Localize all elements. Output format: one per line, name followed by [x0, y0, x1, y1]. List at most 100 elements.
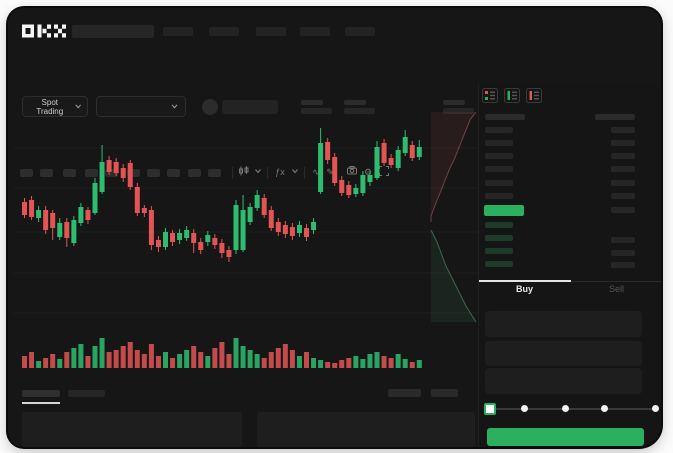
orderbook-view-combined-icon[interactable]	[482, 88, 498, 103]
volume-bar	[92, 346, 98, 368]
bottom-action-button[interactable]	[388, 389, 421, 397]
nav-item-placeholder[interactable]	[300, 27, 330, 36]
nav-item-placeholder[interactable]	[209, 27, 239, 36]
depth-asks-line	[430, 111, 477, 222]
nav-item-placeholder[interactable]	[163, 27, 193, 36]
slider-stop-dot[interactable]	[520, 405, 528, 412]
order-price-input[interactable]	[485, 311, 642, 337]
timeframe-button-placeholder[interactable]	[85, 169, 98, 177]
ask-price-placeholder[interactable]	[485, 180, 513, 186]
candle-body	[50, 213, 56, 228]
candle-body	[261, 198, 267, 215]
pair-avatar[interactable]	[202, 99, 218, 115]
chevron-down-icon[interactable]	[252, 166, 264, 178]
slider-stop-dot[interactable]	[600, 405, 608, 412]
candle-body	[304, 228, 309, 237]
ask-price-placeholder[interactable]	[485, 153, 513, 159]
market-type-dropdown[interactable]: Spot Trading	[22, 96, 88, 117]
bottom-tab-active[interactable]	[22, 390, 60, 397]
volume-bar	[205, 356, 211, 368]
candle-body	[367, 175, 373, 182]
volume-bar	[127, 342, 133, 368]
volume-bar	[64, 352, 70, 368]
volume-bar	[170, 358, 176, 368]
tab-sell[interactable]: Sell	[608, 284, 624, 294]
ask-amount-placeholder	[611, 207, 635, 213]
settings-gear-icon[interactable]: ⚙	[363, 167, 373, 177]
okx-logo[interactable]	[22, 24, 66, 38]
orderbook-view-bids-icon[interactable]	[504, 88, 520, 103]
bid-price-placeholder[interactable]	[485, 261, 513, 267]
market-bar: Spot Trading	[8, 48, 661, 117]
timeframe-button-placeholder[interactable]	[167, 169, 180, 177]
bid-price-placeholder[interactable]	[485, 222, 513, 228]
order-amount-input[interactable]	[485, 341, 642, 366]
wave-line-icon[interactable]: ∿	[312, 167, 320, 177]
pair-selector-dropdown[interactable]	[96, 96, 186, 117]
nav-item-placeholder[interactable]	[345, 27, 375, 36]
candle-body	[205, 235, 211, 242]
buy-submit-button[interactable]	[487, 428, 644, 446]
stat-value-placeholder	[344, 108, 375, 114]
volume-bar	[177, 354, 183, 368]
ask-price-placeholder[interactable]	[485, 193, 513, 199]
app-window: Spot Trading ƒx ∿ ✎ ⚙	[8, 8, 661, 447]
volume-bar	[353, 356, 359, 368]
timeframe-button-placeholder[interactable]	[40, 169, 53, 177]
candle-body	[177, 233, 183, 240]
candle-body	[198, 242, 204, 250]
interval-candles-icon[interactable]	[238, 166, 250, 178]
candle-body	[374, 147, 380, 178]
candlestick-chart[interactable]	[14, 110, 478, 390]
candle-body	[78, 207, 84, 223]
depth-asks-area	[431, 112, 476, 222]
candle-body	[127, 163, 133, 187]
candle-body	[22, 202, 27, 215]
timeframe-button-placeholder[interactable]	[63, 169, 76, 177]
amount-slider-track[interactable]	[487, 408, 659, 410]
volume-bar	[226, 354, 232, 368]
volume-bar	[395, 354, 401, 368]
candle-body	[409, 145, 415, 158]
slider-stop-dot[interactable]	[651, 405, 659, 412]
chevron-down-icon[interactable]	[289, 166, 301, 178]
timeframe-button-placeholder[interactable]	[127, 169, 140, 177]
candle-body	[240, 210, 246, 250]
bottom-action-button[interactable]	[431, 389, 458, 397]
bottom-tab[interactable]	[68, 390, 105, 397]
slider-handle[interactable]	[484, 403, 496, 415]
draw-pencil-icon[interactable]: ✎	[326, 167, 334, 177]
bottom-tab-bar	[8, 385, 478, 409]
candle-body	[381, 143, 387, 163]
bid-price-placeholder[interactable]	[485, 235, 513, 241]
volume-bar	[163, 352, 168, 368]
order-total-input[interactable]	[485, 368, 642, 394]
slider-stop-dot[interactable]	[561, 405, 569, 412]
ask-price-placeholder[interactable]	[485, 140, 513, 146]
volume-bar	[141, 354, 147, 368]
ask-price-placeholder[interactable]	[485, 127, 513, 133]
timeframe-button-placeholder[interactable]	[188, 169, 201, 177]
candle-body	[106, 160, 112, 172]
ask-price-placeholder[interactable]	[485, 166, 513, 172]
timeframe-button-placeholder[interactable]	[208, 169, 221, 177]
volume-bar	[29, 352, 35, 368]
bid-price-placeholder[interactable]	[485, 248, 513, 254]
candle-body	[57, 223, 63, 237]
tab-buy[interactable]: Buy	[515, 284, 533, 294]
candle-body	[85, 210, 91, 220]
nav-item-placeholder[interactable]	[256, 27, 286, 36]
stat-value-placeholder	[443, 108, 474, 114]
timeframe-button-placeholder[interactable]	[147, 169, 160, 177]
timeframe-button-placeholder[interactable]	[20, 169, 33, 177]
volume-bar	[311, 358, 317, 368]
orderbook-view-asks-icon[interactable]	[526, 88, 542, 103]
candle-body	[141, 208, 147, 213]
candle-body	[134, 187, 140, 213]
camera-icon[interactable]	[346, 166, 358, 178]
stat-label-placeholder	[344, 100, 366, 105]
indicators-fx-icon[interactable]: ƒx	[275, 167, 285, 177]
depth-bids-area	[431, 230, 476, 322]
last-price-indicator[interactable]	[484, 205, 524, 216]
timeframe-button-placeholder[interactable]	[105, 169, 118, 177]
